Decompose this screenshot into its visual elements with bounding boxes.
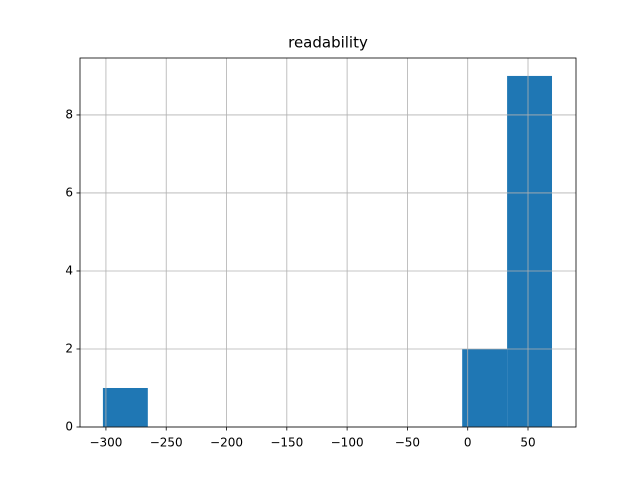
x-tick-label: −50	[395, 436, 420, 450]
y-tick-label: 2	[65, 341, 73, 355]
bar	[507, 75, 553, 427]
bar	[462, 348, 508, 427]
y-tick-label: 6	[65, 185, 73, 199]
x-tick-label: −100	[331, 436, 364, 450]
bar	[102, 387, 148, 427]
plot-frame	[79, 57, 577, 428]
y-tick-label: 8	[65, 107, 73, 121]
x-tick-label: 0	[464, 436, 472, 450]
chart-title: readability	[288, 34, 368, 52]
x-tick-label: −250	[150, 436, 183, 450]
x-tick-label: −200	[210, 436, 243, 450]
y-tick-label: 4	[65, 263, 73, 277]
x-tick-label: 50	[520, 436, 535, 450]
x-tick-label: −300	[89, 436, 122, 450]
x-tick-label: −150	[270, 436, 303, 450]
y-tick-label: 0	[65, 420, 73, 434]
